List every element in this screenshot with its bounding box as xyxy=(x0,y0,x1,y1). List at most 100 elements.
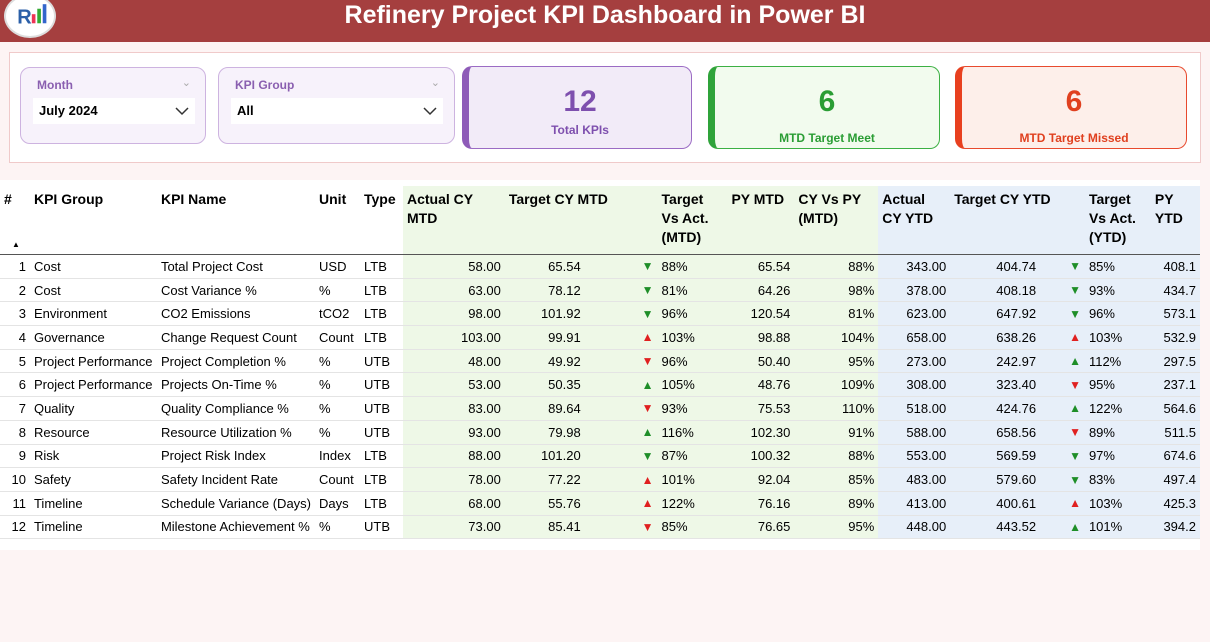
table-cell: 89% xyxy=(794,491,879,516)
table-cell: 105% xyxy=(657,372,728,398)
table-cell: 425.3 xyxy=(1150,491,1200,516)
table-row: 4 Governance Change Request Count Count LTB 1… xyxy=(0,325,1200,350)
table-cell: 68.00 xyxy=(402,491,505,516)
table-cell: 518.00 xyxy=(878,396,951,421)
table-cell: Environment xyxy=(29,301,157,327)
column-header: Actual CY YTD xyxy=(878,186,951,255)
column-header: # xyxy=(0,186,30,255)
column-header: Target Vs Act. (MTD) xyxy=(657,186,728,255)
slicer-value[interactable]: July 2024 xyxy=(33,98,195,124)
column-header: Target Vs Act. (YTD) xyxy=(1084,186,1151,255)
table-cell: 88% xyxy=(657,254,728,279)
table-cell: 323.40 xyxy=(950,372,1041,398)
table-cell: 674.6 xyxy=(1150,444,1200,469)
table-cell: CO2 Emissions xyxy=(156,301,316,327)
table-cell: 483.00 xyxy=(878,467,951,492)
card-value: 6 xyxy=(818,85,836,118)
table-cell: 511.5 xyxy=(1150,420,1200,445)
table-cell: 103% xyxy=(657,325,728,350)
table-row: 1 Cost Total Project Cost USD LTB 58.00 65.54 ▼… xyxy=(0,254,1200,279)
table-cell: 98.88 xyxy=(727,325,795,350)
table-cell: 89% xyxy=(1084,420,1151,445)
status-arrow: ▼ xyxy=(584,349,658,374)
table-cell: 273.00 xyxy=(878,349,951,374)
table-row: 5 Project Performance Project Completion %… xyxy=(0,349,1200,374)
kpi-table-panel: # KPI Group KPI Name Unit Type Actual CY MTD T… xyxy=(0,180,1200,550)
status-arrow: ▼ xyxy=(584,254,658,279)
table-cell: Index xyxy=(315,444,360,469)
table-cell: 64.26 xyxy=(727,278,795,303)
table-cell: 48.76 xyxy=(727,372,795,398)
table-cell: 120.54 xyxy=(727,301,795,327)
table-cell: 99.91 xyxy=(504,325,585,350)
table-cell: 81% xyxy=(794,301,879,327)
header-row: # KPI Group KPI Name Unit Type Actual CY MTD T… xyxy=(0,186,1200,255)
table-row: 8 Resource Resource Utilization %% UTB 93.00… xyxy=(0,420,1200,445)
table-cell: 93.00 xyxy=(402,420,505,445)
table-cell: 88% xyxy=(794,254,879,279)
table-cell: 116% xyxy=(657,420,728,445)
dropdown-arrow xyxy=(423,107,437,116)
table-cell: 85% xyxy=(794,467,879,492)
status-arrow: ▼ xyxy=(1040,420,1085,445)
table-cell: 103.00 xyxy=(402,325,505,350)
kpi-card: 12 Total KPIs xyxy=(462,66,692,149)
table-cell: 308.00 xyxy=(878,372,951,398)
table-row: 2 Cost Cost Variance %% LTB 63.00 78.12 ▼ 81% 64… xyxy=(0,278,1200,303)
table-cell: 434.7 xyxy=(1150,278,1200,303)
status-arrow: ▲ xyxy=(584,420,658,445)
card-value: 6 xyxy=(1065,85,1083,118)
table-cell: 104% xyxy=(794,325,879,350)
status-arrow: ▼ xyxy=(1040,301,1085,327)
card-label: MTD Target Missed xyxy=(1019,131,1129,145)
table-cell: Projects On-Time % xyxy=(156,372,316,398)
status-arrow: ▲ xyxy=(584,325,658,350)
table-cell: 78.12 xyxy=(504,278,585,303)
table-cell: 3 xyxy=(0,301,30,327)
table-cell: 579.60 xyxy=(950,467,1041,492)
sort-indicator: ▲ xyxy=(12,240,20,249)
month-slicer[interactable]: Month ⌄ July 2024 xyxy=(20,67,206,144)
column-header: Target CY MTD xyxy=(504,186,658,255)
table-row: 6 Project Performance Projects On-Time %% U… xyxy=(0,372,1200,398)
kpi-group-slicer[interactable]: KPI Group ⌄ All xyxy=(218,67,455,144)
table-cell: 78.00 xyxy=(402,467,505,492)
table-cell: 85.41 xyxy=(504,515,585,540)
status-arrow: ▲ xyxy=(1040,515,1085,540)
table-cell: 5 xyxy=(0,349,30,374)
table-cell: 96% xyxy=(1084,301,1151,327)
table-cell: 443.52 xyxy=(950,515,1041,540)
table-cell: 394.2 xyxy=(1150,515,1200,540)
table-cell: 95% xyxy=(794,349,879,374)
table-cell: 103% xyxy=(1084,325,1151,350)
table-cell: 65.54 xyxy=(727,254,795,279)
status-arrow: ▲ xyxy=(1040,349,1085,374)
table-cell: 100.32 xyxy=(727,444,795,469)
status-arrow: ▼ xyxy=(584,278,658,303)
table-cell: UTB xyxy=(360,349,403,374)
table-cell: 658.00 xyxy=(878,325,951,350)
table-cell: UTB xyxy=(360,372,403,398)
table-cell: Resource Utilization % xyxy=(156,420,316,445)
table-cell: 11 xyxy=(0,491,30,516)
status-arrow: ▲ xyxy=(584,491,658,516)
table-cell: 112% xyxy=(1084,349,1151,374)
table-cell: 12 xyxy=(0,515,30,540)
slicer-text: All xyxy=(237,103,254,118)
table-cell: 49.92 xyxy=(504,349,585,374)
kpi-table: # KPI Group KPI Name Unit Type Actual CY MTD T… xyxy=(0,186,1200,540)
column-header: Unit xyxy=(315,186,360,255)
table-cell: 9 xyxy=(0,444,30,469)
table-cell: 553.00 xyxy=(878,444,951,469)
table-cell: 404.74 xyxy=(950,254,1041,279)
slicer-value[interactable]: All xyxy=(231,98,443,124)
table-cell: Count xyxy=(315,325,360,350)
kpi-card: 6 MTD Target Missed xyxy=(955,66,1187,149)
table-cell: 50.40 xyxy=(727,349,795,374)
status-arrow: ▲ xyxy=(1040,491,1085,516)
table-cell: Project Performance xyxy=(29,349,157,374)
table-cell: 6 xyxy=(0,372,30,398)
table-cell: 122% xyxy=(1084,396,1151,421)
table-cell: 573.1 xyxy=(1150,301,1200,327)
slicer-label: Month xyxy=(37,78,73,92)
